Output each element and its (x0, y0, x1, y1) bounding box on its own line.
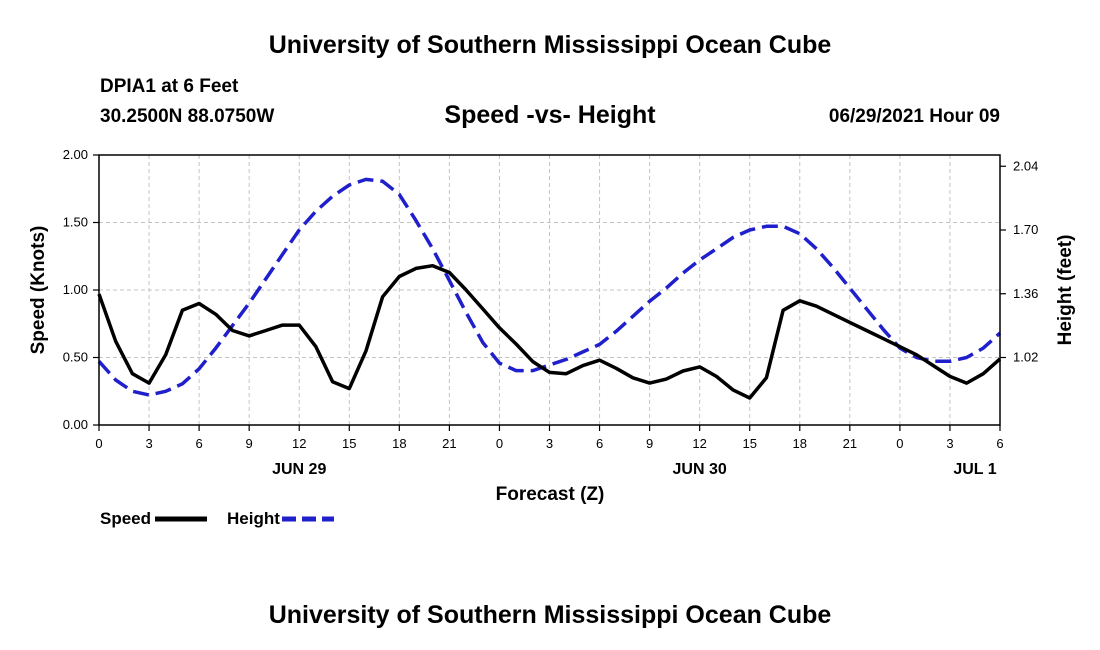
x-tick-label: 18 (793, 436, 807, 451)
x-tick-label: 12 (292, 436, 306, 451)
x-tick-label: 15 (742, 436, 756, 451)
x-tick-label: 6 (996, 436, 1003, 451)
x-tick-label: 0 (896, 436, 903, 451)
y-tick-label-left: 1.50 (63, 215, 88, 230)
x-date-label: JUN 30 (673, 461, 727, 478)
y-tick-label-right: 1.70 (1013, 222, 1038, 237)
x-tick-label: 6 (596, 436, 603, 451)
x-date-label: JUN 29 (272, 461, 326, 478)
x-tick-label: 0 (95, 436, 102, 451)
legend-speed-swatch (155, 516, 208, 522)
series-layer (97, 177, 1002, 400)
y-axis-label-left: Speed (Knots) (28, 226, 49, 355)
axis-layer: 0 3 6 9 12 15 18 21 0 3 6 9 12 15 18 21 0 3 6 JUN 29 JUN 30 J… (63, 147, 1039, 478)
legend-speed-label: Speed (100, 509, 152, 528)
x-tick-label: 9 (646, 436, 653, 451)
y-tick-label-left: 0.00 (63, 417, 88, 432)
legend: Speed Height (100, 509, 338, 529)
x-tick-label: 9 (246, 436, 253, 451)
x-tick-label: 12 (692, 436, 706, 451)
x-tick-label: 18 (392, 436, 406, 451)
bottom-title: University of Southern Mississippi Ocean… (268, 601, 832, 629)
x-tick-label: 15 (342, 436, 356, 451)
station-coordinates: 30.2500N 88.0750W (100, 106, 275, 127)
y-tick-label-left: 0.50 (63, 350, 88, 365)
x-tick-label: 6 (195, 436, 202, 451)
y-tick-label-left: 2.00 (63, 147, 88, 162)
forecast-datetime: 06/29/2021 Hour 09 (828, 106, 1000, 127)
legend-height-label: Height (227, 509, 280, 528)
x-axis-label: Forecast (Z) (496, 484, 605, 505)
x-tick-label: 0 (496, 436, 503, 451)
speed-series-line (97, 263, 1002, 400)
y-tick-label-right: 1.02 (1013, 350, 1038, 365)
chart-title: Speed -vs- Height (444, 101, 656, 129)
x-tick-label: 21 (442, 436, 456, 451)
x-tick-label: 3 (946, 436, 953, 451)
grid-layer (99, 155, 1000, 425)
top-title: University of Southern Mississippi Ocean… (268, 31, 832, 59)
x-tick-label: 3 (546, 436, 553, 451)
x-tick-label: 21 (843, 436, 857, 451)
legend-height-swatch (281, 516, 334, 522)
y-axis-label-right: Height (feet) (1055, 235, 1076, 346)
y-tick-label-right: 2.04 (1013, 158, 1038, 173)
speed-height-chart: 0 3 6 9 12 15 18 21 0 3 6 9 12 15 18 21 0 3 6 JUN 29 JUN 30 J… (28, 147, 1076, 505)
station-label: DPIA1 at 6 Feet (100, 76, 239, 97)
x-date-label: JUL 1 (953, 461, 996, 478)
y-tick-label-right: 1.36 (1013, 286, 1038, 301)
y-tick-label-left: 1.00 (63, 282, 88, 297)
x-tick-label: 3 (145, 436, 152, 451)
